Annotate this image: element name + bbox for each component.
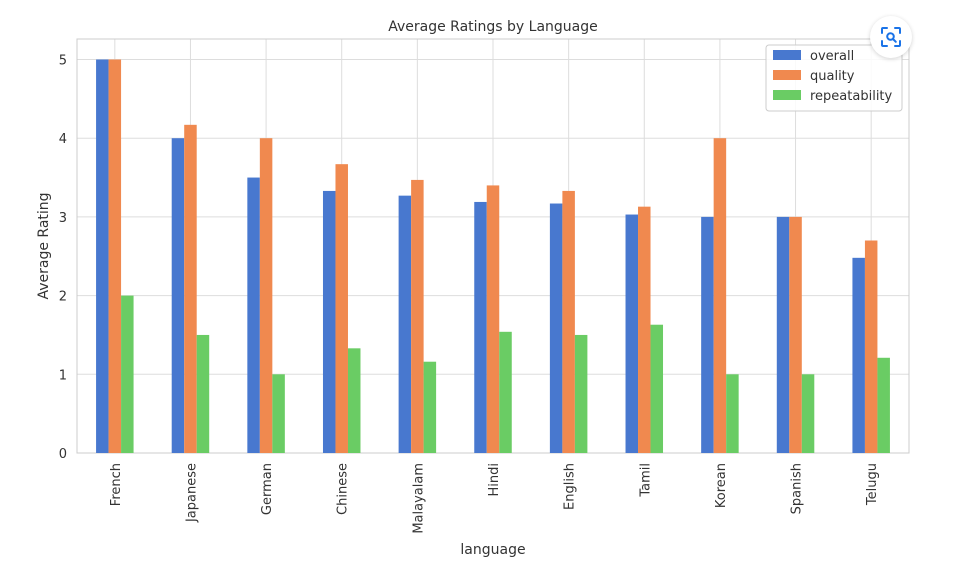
x-tick-label: Tamil — [638, 463, 653, 498]
bar-overall — [247, 177, 260, 454]
bar-quality — [789, 216, 802, 453]
y-tick-label: 2 — [59, 290, 67, 305]
bar-repeatability — [196, 334, 210, 453]
bar-repeatability — [423, 361, 437, 453]
bar-repeatability — [347, 348, 361, 453]
bar-overall — [701, 216, 714, 453]
x-tick-label: Korean — [714, 463, 729, 508]
legend-label: repeatability — [810, 89, 893, 104]
y-tick-label: 4 — [59, 132, 67, 147]
bar-quality — [713, 138, 727, 453]
bar-repeatability — [121, 295, 134, 453]
x-tick-label: Spanish — [790, 463, 805, 514]
bar-quality — [259, 138, 273, 453]
bar-overall — [322, 190, 336, 453]
legend-label: quality — [810, 69, 855, 84]
image-search-button[interactable] — [870, 16, 912, 58]
legend-swatch — [773, 70, 801, 80]
bar-overall — [171, 138, 185, 453]
y-tick-label: 0 — [59, 447, 67, 462]
bar-quality — [184, 124, 197, 454]
legend-swatch — [773, 90, 801, 100]
chart-title: Average Ratings by Language — [388, 19, 598, 35]
x-tick-label: English — [563, 463, 578, 510]
bar-repeatability — [574, 334, 588, 453]
bar-overall — [852, 257, 865, 453]
bar-quality — [335, 164, 348, 453]
bar-quality — [411, 179, 424, 453]
y-tick-label: 5 — [59, 54, 67, 69]
legend: overall quality repeatability — [765, 44, 903, 112]
bars — [96, 59, 890, 454]
bar-quality — [562, 190, 575, 453]
bar-overall — [474, 201, 487, 453]
bar-repeatability — [499, 331, 512, 453]
x-tick-label: Japanese — [184, 463, 199, 523]
x-tick-label: Hindi — [487, 463, 502, 497]
bar-quality — [486, 185, 500, 454]
legend-swatch — [773, 50, 801, 60]
bar-repeatability — [726, 374, 739, 453]
bar-overall — [398, 195, 412, 453]
bar-overall — [625, 214, 639, 453]
y-tick-label: 3 — [59, 211, 67, 226]
bar-quality — [638, 206, 651, 453]
y-tick-label: 1 — [59, 368, 67, 383]
y-axis-label: Average Rating — [36, 192, 52, 299]
x-tick-labels: French Japanese German Chinese Malayalam Hind… — [109, 463, 880, 534]
bar-quality — [864, 240, 878, 453]
bar-repeatability — [650, 324, 664, 453]
bar-repeatability — [801, 374, 815, 453]
bar-overall — [776, 216, 790, 453]
image-search-icon — [881, 27, 901, 47]
bar-quality — [108, 59, 122, 453]
x-tick-label: Chinese — [336, 463, 351, 515]
bar-repeatability — [877, 357, 890, 453]
x-tick-label: German — [260, 463, 275, 515]
x-tick-label: French — [109, 463, 124, 506]
x-axis-label: language — [460, 542, 525, 558]
bar-overall — [96, 59, 109, 453]
bar-overall — [549, 203, 563, 453]
legend-label: overall — [810, 49, 854, 64]
x-tick-label: Malayalam — [411, 463, 426, 534]
y-tick-labels: 0 1 2 3 4 5 — [59, 54, 67, 463]
bar-repeatability — [272, 374, 285, 453]
x-tick-label: Telugu — [865, 463, 880, 506]
